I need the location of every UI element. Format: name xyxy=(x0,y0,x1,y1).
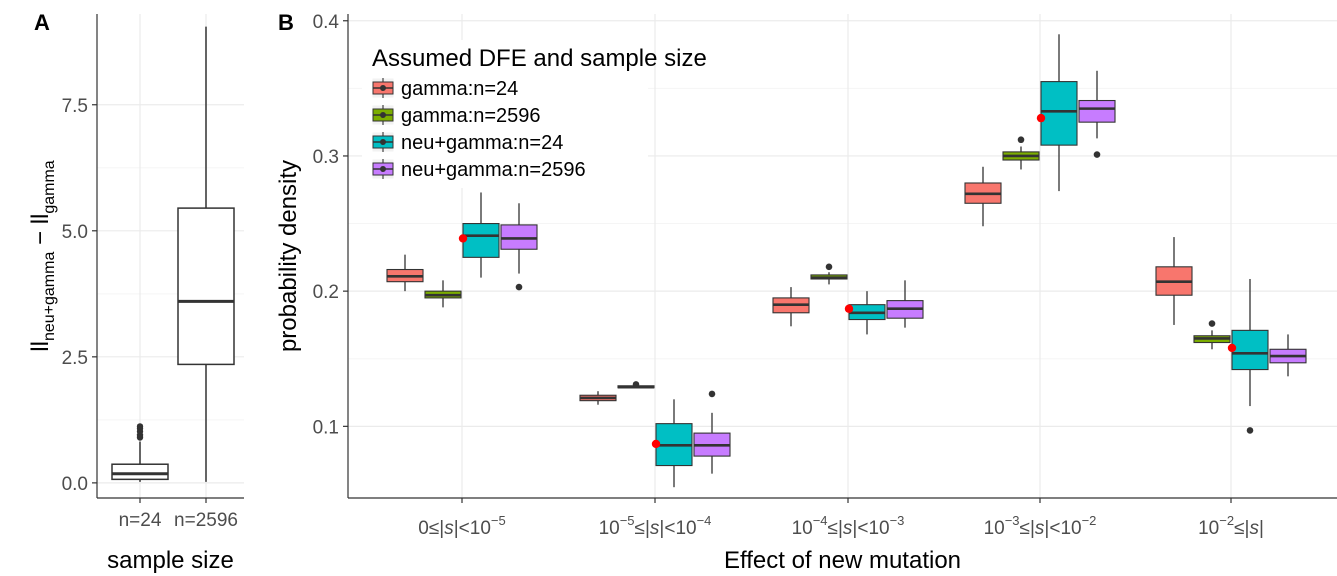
series-gamma:n=2596 xyxy=(424,136,1231,389)
x-tick-label: n=24 xyxy=(119,510,162,531)
series-neu+gamma:n=24 xyxy=(462,34,1269,488)
y-title-ll-1: ll xyxy=(27,341,54,352)
legend-label: neu+gamma:n=24 xyxy=(401,132,563,154)
panel-b-y-axis-title: probability density xyxy=(275,160,302,352)
x-tick-label: 10−2≤|s| xyxy=(1198,513,1264,539)
y-tick-label: 0.3 xyxy=(313,147,339,168)
legend: Assumed DFE and sample size gamma:n=24 gam… xyxy=(362,40,707,188)
y-title-sub-1: neu+gamma xyxy=(41,252,58,341)
x-tick-label: 0≤|s|<10−5 xyxy=(418,513,505,539)
x-tick-label: 10−5≤|s|<10−4 xyxy=(599,513,712,539)
outlier-point xyxy=(708,390,716,398)
legend-item: gamma:n=24 xyxy=(371,77,518,100)
box-iqr xyxy=(177,207,235,366)
outlier-point xyxy=(1246,427,1254,434)
box-iqr xyxy=(500,224,538,250)
outlier-point xyxy=(1093,151,1101,158)
panel-a-axes: 0.0 2.5 5.0 7.5 n=24 n=2596 xyxy=(62,14,244,531)
panel-a-y-axis-title: llneu+gamma − llgamma xyxy=(27,160,58,352)
legend-label: neu+gamma:n=2596 xyxy=(401,159,586,181)
legend-title: Assumed DFE and sample size xyxy=(372,45,707,72)
panel-a-x-axis-title: sample size xyxy=(107,547,234,574)
panel-b-chart: 0.1 0.2 0.3 0.4 0≤|s|<10−5 10−5≤|s|<10−4 10−4≤… xyxy=(275,12,1337,574)
box-iqr xyxy=(462,223,500,258)
estimate-point xyxy=(1227,343,1237,353)
estimate-point xyxy=(844,304,854,313)
outlier-point xyxy=(825,263,833,271)
box-iqr xyxy=(1040,81,1078,146)
estimate-point xyxy=(651,439,661,449)
outlier-point xyxy=(1017,136,1025,144)
y-title-sub-2: gamma xyxy=(41,160,58,213)
legend-item: gamma:n=2596 xyxy=(371,104,541,127)
y-tick-label: 0.2 xyxy=(313,282,339,303)
panel-b-boxes xyxy=(386,34,1307,488)
legend-key-point xyxy=(380,112,386,118)
legend-item: neu+gamma:n=2596 xyxy=(371,158,586,181)
box-iqr xyxy=(1078,99,1116,123)
panel-b-label: B xyxy=(278,10,294,35)
series-gamma:n=24 xyxy=(386,166,1193,405)
x-tick-label: 10−3≤|s|<10−2 xyxy=(984,513,1097,539)
estimate-point xyxy=(458,234,468,243)
box-n=24 xyxy=(111,423,169,482)
legend-key-point xyxy=(380,139,386,145)
legend-background xyxy=(362,40,648,188)
legend-item: neu+gamma:n=24 xyxy=(371,131,563,154)
y-tick-label: 0.0 xyxy=(62,474,88,495)
legend-label: gamma:n=2596 xyxy=(401,105,541,127)
box-n=2596 xyxy=(177,26,235,482)
box-iqr xyxy=(111,463,169,481)
y-tick-label: 2.5 xyxy=(62,348,88,369)
y-title-minus: − ll xyxy=(27,214,54,252)
legend-key-point xyxy=(380,85,386,91)
panel-a-label: A xyxy=(34,10,50,35)
legend-key-point xyxy=(380,166,386,172)
y-tick-label: 0.4 xyxy=(313,12,340,33)
panel-b-axes: 0.1 0.2 0.3 0.4 0≤|s|<10−5 10−5≤|s|<10−4 10−4≤… xyxy=(313,12,1337,539)
estimate-point xyxy=(1036,113,1046,123)
box-iqr xyxy=(1231,329,1269,371)
panel-a-chart: 0.0 2.5 5.0 7.5 n=24 n=2596 sample size llneu… xyxy=(27,14,244,574)
outlier-point xyxy=(632,381,640,388)
panel-b-x-axis-title: Effect of new mutation xyxy=(724,547,961,574)
x-tick-label: 10−4≤|s|<10−3 xyxy=(792,513,905,539)
panel-a-boxes xyxy=(111,26,235,482)
outlier-point xyxy=(136,423,144,430)
y-tick-label: 0.1 xyxy=(313,417,339,438)
legend-label: gamma:n=24 xyxy=(401,78,518,100)
series-neu+gamma:n=2596 xyxy=(500,70,1307,474)
outlier-point xyxy=(515,283,523,291)
y-tick-label: 5.0 xyxy=(62,222,88,243)
outlier-point xyxy=(1208,320,1216,327)
y-tick-label: 7.5 xyxy=(62,96,88,117)
x-tick-label: n=2596 xyxy=(174,510,238,531)
